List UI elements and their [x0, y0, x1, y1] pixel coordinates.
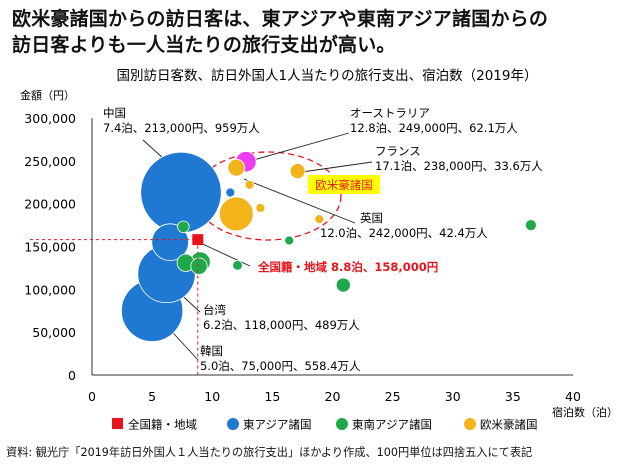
y-tick-label: 150,000	[24, 240, 76, 255]
y-tick-label: 300,000	[24, 111, 76, 126]
western-callout: 欧米豪諸国	[308, 175, 380, 194]
legend-label-0: 全国籍・地域	[128, 418, 197, 432]
legend-label-3: 欧米豪諸国	[480, 418, 538, 432]
x-axis-label: 宿泊数（泊）	[552, 405, 618, 419]
x-tick-label: 25	[385, 389, 401, 404]
annotation-uk-name: 英国	[360, 211, 383, 225]
y-tick-label: 100,000	[24, 282, 76, 297]
y-tick-label: 200,000	[24, 197, 76, 212]
leader-australia	[249, 132, 350, 162]
chart-title: 国別訪日客数、訪日外国人1人当たりの旅行支出、宿泊数（2019年）	[117, 67, 538, 84]
legend: 全国籍・地域 東アジア諸国 東南アジア諸国 欧米豪諸国	[112, 418, 538, 432]
bubble-1-7	[524, 219, 537, 231]
annotation-china-name: 中国	[103, 106, 126, 120]
legend-marker-3	[464, 418, 476, 430]
annotation-korea-name: 韓国	[200, 344, 223, 358]
annotation-australia-detail: 12.8泊、249,000円、62.1万人	[350, 121, 518, 135]
y-tick-label: 50,000	[32, 325, 76, 340]
annotation-taiwan-detail: 6.2泊、118,000円、489万人	[203, 318, 360, 332]
leader-uk	[243, 178, 356, 224]
bubble-2-2	[289, 163, 306, 180]
western-callout-box	[308, 175, 380, 194]
headline-line-1: 欧米豪諸国からの訪日客は、東アジアや東南アジア諸国からの	[12, 8, 549, 30]
western-group-outline	[194, 151, 342, 241]
x-tick-label: 35	[505, 389, 521, 404]
annotation-australia-name: オーストラリア	[350, 106, 430, 120]
annotation-korea-detail: 5.0泊、75,000円、558.4万人	[200, 359, 361, 373]
x-tick-label: 30	[445, 389, 461, 404]
bubble-0-4	[225, 187, 236, 198]
annotation-taiwan-name: 台湾	[203, 303, 226, 317]
national-average-marker	[192, 234, 204, 246]
bubble-2-0	[227, 158, 246, 177]
legend-marker-1	[227, 418, 239, 430]
national-average-label: 全国籍・地域 8.8泊、158,000円	[257, 260, 438, 274]
bubble-2-4	[255, 203, 266, 213]
x-tick-label: 20	[325, 389, 341, 404]
annotation-labels: 中国7.4泊、213,000円、959万人 オーストラリア12.8泊、249,00…	[103, 106, 543, 373]
bubble-1-6	[335, 277, 351, 293]
x-tick-label: 5	[148, 389, 156, 404]
bubble-2-5	[314, 214, 325, 224]
y-tick-label: 250,000	[24, 154, 76, 169]
annotation-france-detail: 17.1泊、238,000円、33.6万人	[375, 159, 543, 173]
source-note: 資料: 観光庁「2019年訪日外国人１人当たりの旅行支出」ほかより作成、100円…	[6, 446, 533, 459]
annotation-uk-detail: 12.0泊、242,000円、42.4万人	[320, 226, 488, 240]
bubble-1-1	[190, 257, 208, 275]
x-tick-label: 0	[88, 389, 96, 404]
x-tick-label: 10	[204, 389, 220, 404]
annotation-china-detail: 7.4泊、213,000円、959万人	[103, 121, 260, 135]
bubble-0-3	[151, 223, 189, 262]
bubbles	[30, 151, 537, 375]
leader-france	[301, 161, 373, 173]
axes: 0 50,000 100,000 150,000 200,000 250,000 300,0…	[24, 111, 581, 404]
bubble-1-5	[284, 235, 295, 246]
bubble-0-0	[140, 151, 222, 234]
western-group-ellipse	[194, 151, 342, 241]
national-average-leader	[201, 243, 251, 267]
bubble-2-3	[244, 179, 255, 190]
headline-line-2: 訪日客よりも一人当たりの旅行支出が高い。	[12, 34, 396, 56]
legend-marker-2	[336, 418, 348, 430]
legend-marker-0	[112, 418, 123, 429]
legend-label-1: 東アジア諸国	[243, 418, 312, 432]
x-tick-label: 15	[264, 389, 280, 404]
bubble-1-3	[177, 220, 190, 234]
headline: 欧米豪諸国からの訪日客は、東アジアや東南アジア諸国からの 訪日客よりも一人当たり…	[12, 6, 612, 58]
bubble-2-1	[218, 196, 254, 232]
x-tick-label: 40	[565, 389, 581, 404]
western-callout-label: 欧米豪諸国	[315, 178, 373, 192]
annotation-france-name: フランス	[375, 144, 421, 158]
bubble-1-4	[232, 260, 243, 271]
y-tick-label: 0	[68, 368, 76, 383]
legend-label-2: 東南アジア諸国	[352, 418, 432, 432]
y-axis-label: 金額（円）	[20, 88, 75, 102]
